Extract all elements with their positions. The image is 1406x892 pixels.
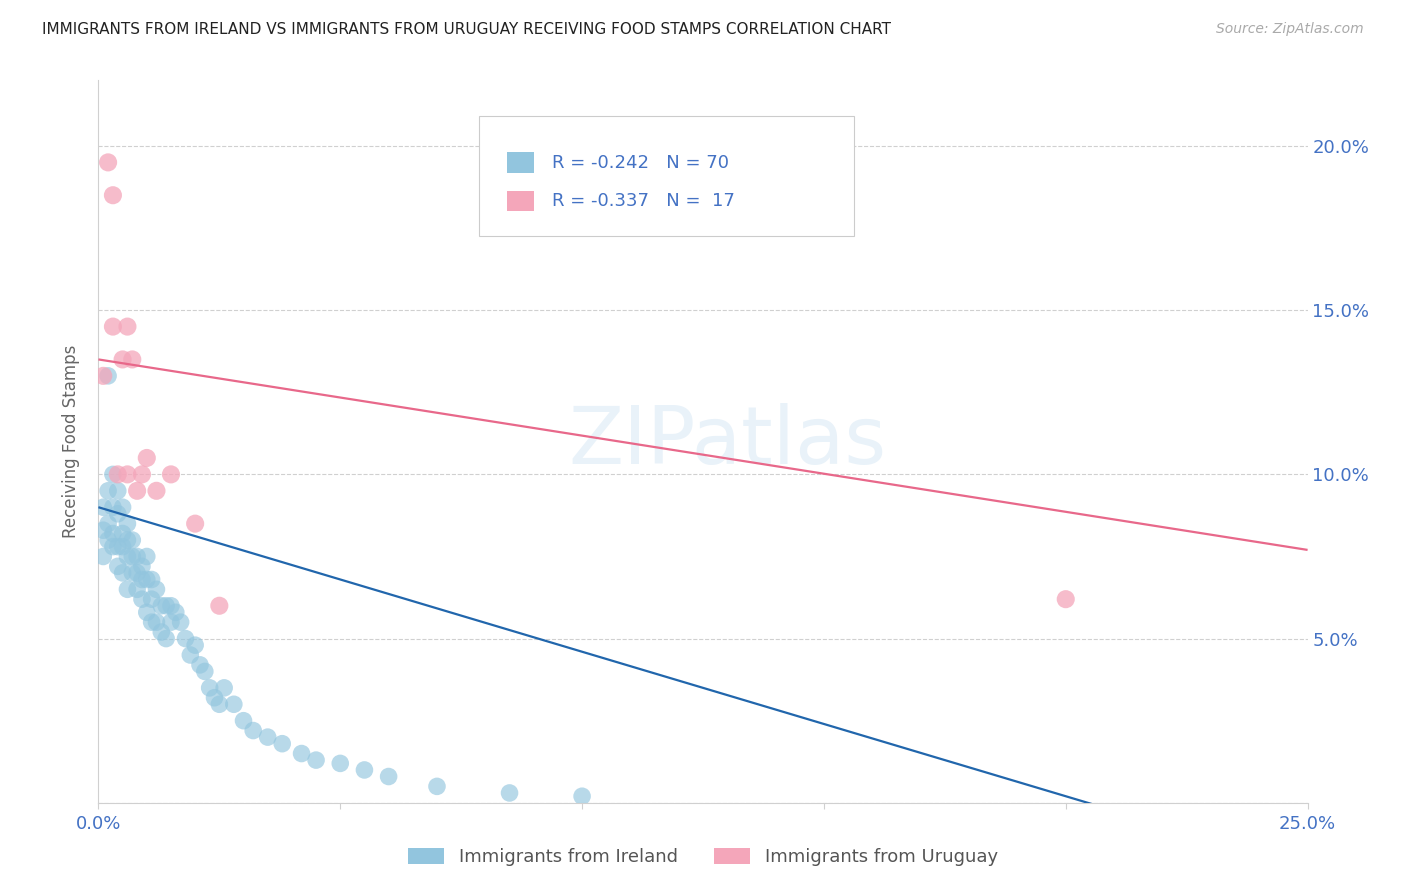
Point xyxy=(91,500,114,515)
Point xyxy=(169,615,191,630)
Point xyxy=(145,582,167,597)
Legend: Immigrants from Ireland, Immigrants from Uruguay: Immigrants from Ireland, Immigrants from… xyxy=(408,847,998,866)
Point xyxy=(377,770,399,784)
Point xyxy=(222,698,245,712)
Point xyxy=(204,690,226,705)
Point xyxy=(127,549,149,564)
Point xyxy=(101,540,124,554)
Point xyxy=(117,319,139,334)
Point xyxy=(256,730,278,744)
Point xyxy=(242,723,264,738)
Point xyxy=(131,467,153,482)
Point xyxy=(107,467,129,482)
Point xyxy=(150,599,173,613)
Point xyxy=(131,573,153,587)
Point xyxy=(141,592,163,607)
Text: R = -0.337   N =  17: R = -0.337 N = 17 xyxy=(553,192,735,210)
Point xyxy=(121,352,143,367)
Point xyxy=(155,632,177,646)
Point xyxy=(107,540,129,554)
Point xyxy=(91,368,114,383)
Point xyxy=(107,507,129,521)
Point xyxy=(208,698,231,712)
Point xyxy=(121,566,143,580)
Point xyxy=(101,526,124,541)
Point xyxy=(111,352,134,367)
Text: ZIPatlas: ZIPatlas xyxy=(568,402,886,481)
Text: IMMIGRANTS FROM IRELAND VS IMMIGRANTS FROM URUGUAY RECEIVING FOOD STAMPS CORRELA: IMMIGRANTS FROM IRELAND VS IMMIGRANTS FR… xyxy=(42,22,891,37)
Point xyxy=(165,605,187,619)
Point xyxy=(101,467,124,482)
Point xyxy=(107,559,129,574)
Point xyxy=(91,549,114,564)
Point xyxy=(271,737,294,751)
Point xyxy=(131,592,153,607)
Point xyxy=(198,681,221,695)
Point xyxy=(127,483,149,498)
Point xyxy=(208,599,231,613)
Point xyxy=(212,681,235,695)
Text: Source: ZipAtlas.com: Source: ZipAtlas.com xyxy=(1216,22,1364,37)
Point xyxy=(111,540,134,554)
Point xyxy=(141,573,163,587)
Point xyxy=(97,155,120,169)
Point xyxy=(135,573,157,587)
Point xyxy=(305,753,328,767)
Point xyxy=(290,747,312,761)
Point xyxy=(107,483,129,498)
Point xyxy=(426,780,449,794)
Point xyxy=(101,500,124,515)
FancyBboxPatch shape xyxy=(508,191,534,211)
Point xyxy=(571,789,593,804)
Point xyxy=(135,549,157,564)
Point xyxy=(127,582,149,597)
Point xyxy=(135,605,157,619)
Point xyxy=(121,549,143,564)
Point xyxy=(101,319,124,334)
Point xyxy=(188,657,211,672)
Point xyxy=(111,500,134,515)
Point xyxy=(117,582,139,597)
Y-axis label: Receiving Food Stamps: Receiving Food Stamps xyxy=(62,345,80,538)
Point xyxy=(127,566,149,580)
Point xyxy=(145,615,167,630)
Point xyxy=(179,648,201,662)
Point xyxy=(131,559,153,574)
Point xyxy=(150,625,173,640)
Point xyxy=(498,786,520,800)
Point xyxy=(1054,592,1077,607)
Point xyxy=(184,638,207,652)
Point xyxy=(91,523,114,537)
Point xyxy=(97,516,120,531)
Point xyxy=(121,533,143,547)
Point xyxy=(101,188,124,202)
Point xyxy=(194,665,217,679)
Point xyxy=(111,526,134,541)
Point xyxy=(155,599,177,613)
Point xyxy=(184,516,207,531)
Point xyxy=(117,467,139,482)
Point xyxy=(353,763,375,777)
Point xyxy=(117,533,139,547)
Point xyxy=(141,615,163,630)
Point xyxy=(135,450,157,465)
FancyBboxPatch shape xyxy=(508,153,534,173)
Point xyxy=(117,549,139,564)
Point xyxy=(232,714,254,728)
Point xyxy=(160,467,183,482)
Point xyxy=(160,599,183,613)
Text: R = -0.242   N = 70: R = -0.242 N = 70 xyxy=(553,153,730,171)
FancyBboxPatch shape xyxy=(479,116,855,235)
Point xyxy=(111,566,134,580)
Point xyxy=(97,368,120,383)
Point xyxy=(160,615,183,630)
Point xyxy=(329,756,352,771)
Point xyxy=(97,483,120,498)
Point xyxy=(174,632,197,646)
Point xyxy=(117,516,139,531)
Point xyxy=(145,483,167,498)
Point xyxy=(97,533,120,547)
